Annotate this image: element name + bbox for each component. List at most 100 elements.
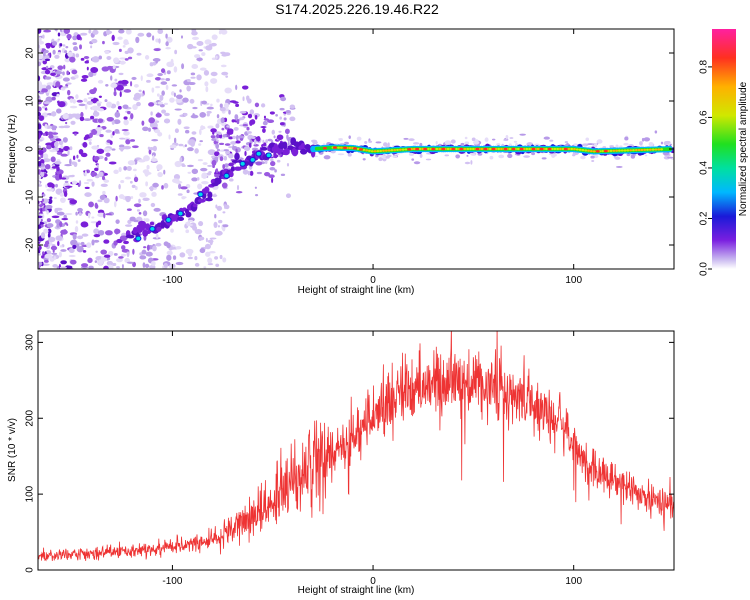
noise-blob (66, 82, 72, 85)
noise-blob (582, 143, 589, 147)
noise-blob (78, 148, 84, 155)
noise-blob (383, 153, 386, 156)
noise-blob (156, 164, 163, 171)
noise-blob (242, 169, 249, 175)
noise-blob (45, 65, 49, 69)
ridge-knot (249, 156, 256, 163)
noise-blob (235, 103, 240, 107)
spectrogram-xtick-label: 100 (565, 275, 582, 286)
noise-blob (190, 76, 196, 79)
noise-blob (347, 153, 352, 157)
noise-blob (489, 155, 494, 160)
noise-blob (136, 52, 142, 56)
noise-blob (83, 118, 92, 122)
ridge-peak (431, 147, 436, 151)
noise-blob (129, 180, 133, 184)
noise-blob (211, 159, 217, 166)
noise-blob (111, 148, 116, 151)
noise-blob (464, 161, 471, 165)
noise-blob (210, 135, 216, 139)
noise-blob (263, 142, 267, 147)
noise-blob (269, 166, 276, 171)
noise-blob (148, 127, 151, 132)
noise-blob (181, 163, 185, 167)
ridge-core (657, 148, 661, 151)
noise-blob (65, 212, 73, 216)
noise-blob (42, 201, 48, 204)
noise-blob (191, 177, 198, 182)
noise-blob (38, 43, 41, 50)
noise-blob (148, 149, 152, 155)
noise-blob (163, 182, 169, 189)
ridge-core (379, 149, 383, 153)
noise-blob (64, 50, 68, 54)
noise-blob (127, 47, 134, 54)
noise-blob (225, 150, 231, 155)
noise-blob (46, 218, 52, 223)
noise-blob (50, 72, 56, 77)
noise-blob (91, 181, 95, 187)
spectrogram-ytick-label: -10 (25, 189, 36, 204)
snr-ylabel: SNR (10 * v/v) (7, 418, 18, 482)
noise-blob (173, 66, 178, 73)
noise-blob (161, 185, 164, 190)
noise-blob (644, 154, 648, 157)
noise-blob (103, 197, 110, 204)
ridge-blob (282, 141, 288, 150)
noise-blob (338, 138, 343, 140)
noise-blob (44, 253, 52, 259)
noise-blob (216, 205, 222, 211)
noise-blob (62, 137, 68, 143)
noise-blob (56, 93, 60, 98)
noise-blob (84, 104, 88, 110)
ridge-core (497, 147, 501, 151)
noise-blob (211, 194, 218, 198)
ridge-core (640, 148, 644, 152)
colorbar-tick-label: 0.6 (699, 110, 710, 124)
noise-blob (215, 263, 220, 267)
noise-blob (348, 135, 351, 139)
noise-blob (62, 113, 69, 120)
ridge-peak (547, 147, 552, 151)
noise-blob (119, 235, 128, 241)
noise-blob (127, 56, 133, 60)
noise-blob (131, 184, 136, 189)
noise-blob (498, 154, 505, 159)
ridge-core (620, 149, 624, 152)
noise-blob (123, 166, 128, 171)
ridge-blob (231, 159, 240, 163)
noise-blob (83, 136, 87, 141)
noise-blob (84, 169, 87, 177)
noise-blob (224, 87, 232, 94)
noise-blob (207, 263, 214, 266)
noise-blob (86, 92, 90, 96)
noise-blob (147, 146, 151, 150)
noise-blob (93, 239, 100, 243)
noise-blob (614, 156, 621, 160)
noise-blob (59, 221, 63, 228)
noise-blob (77, 183, 81, 188)
noise-blob (82, 141, 88, 148)
ridge-core (615, 149, 619, 152)
ridge-core (556, 147, 560, 151)
noise-blob (46, 82, 55, 86)
ridge-blob (228, 171, 234, 178)
noise-blob (132, 168, 137, 172)
noise-blob (170, 228, 174, 233)
colorbar (712, 29, 736, 269)
noise-blob (93, 110, 98, 114)
noise-blob (191, 131, 197, 135)
noise-blob (275, 113, 278, 117)
noise-blob (64, 180, 69, 184)
noise-blob (177, 193, 183, 196)
noise-blob (185, 229, 190, 234)
noise-blob (88, 71, 94, 78)
noise-blob (129, 139, 136, 142)
noise-blob (218, 219, 223, 224)
ridge-peak (503, 147, 508, 151)
noise-blob (216, 114, 220, 119)
ridge-core (438, 147, 442, 151)
snr-xlabel: Height of straight line (km) (298, 585, 415, 596)
noise-blob (174, 128, 179, 134)
noise-blob (385, 155, 390, 159)
